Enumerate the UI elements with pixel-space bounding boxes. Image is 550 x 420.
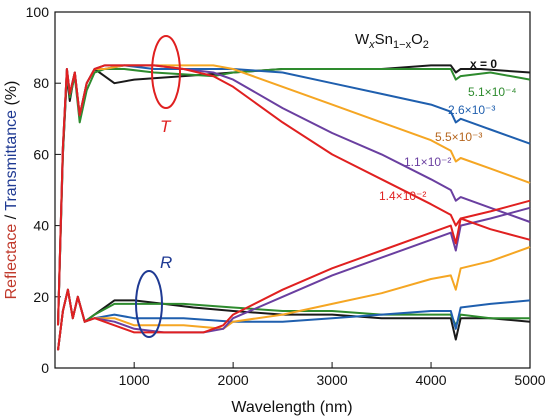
y-axis-title-part: Transmittance [3,110,20,211]
label-5.5e-3: 5.5×10⁻³ [435,130,482,144]
plot-frame [54,11,531,369]
x-tick-label: 5000 [514,372,545,388]
R-label: R [160,253,172,272]
x-tick-label: 1000 [119,372,150,388]
series-line-T-5 [57,64,531,326]
series-lines [57,64,531,351]
y-tick-label: 60 [33,146,49,162]
y-tick-label: 20 [33,289,49,305]
T-bracket-annotation: T [151,35,181,136]
series-line-R-5 [57,199,531,351]
x-tick-label: 4000 [415,372,446,388]
y-tick-label: 0 [41,360,49,376]
y-tick-label: 40 [33,218,49,234]
label-2.6e-3: 2.6×10⁻³ [448,103,495,117]
y-axis-title-part: / [3,211,20,224]
series-line-R-3 [57,246,531,351]
formula-title: WxSn1−xO2 [355,31,429,51]
x-tick-label: 3000 [317,372,348,388]
label-1.1e-2: 1.1×10⁻² [404,155,451,169]
label-1.4e-2: 1.4×10⁻² [379,189,426,203]
label-5.1e-4: 5.1×10⁻⁴ [468,85,517,99]
label-x0: x = 0 [470,57,497,71]
y-axis-title-part: (%) [3,81,20,110]
x-tick-label: 2000 [218,372,249,388]
y-axis-title-part: Reflectace [3,224,20,300]
y-tick-label: 100 [26,4,50,20]
R-bracket-annotation: R [135,253,172,338]
x-axis-title: Wavelength (nm) [231,399,352,416]
T-label: T [160,117,172,136]
y-tick-label: 80 [33,75,49,91]
y-axis-title: Reflectace / Transmittance (%) [3,81,20,300]
axis-ticks: 1000 2000 3000 4000 5000 0 20 40 60 80 100 [26,4,546,388]
